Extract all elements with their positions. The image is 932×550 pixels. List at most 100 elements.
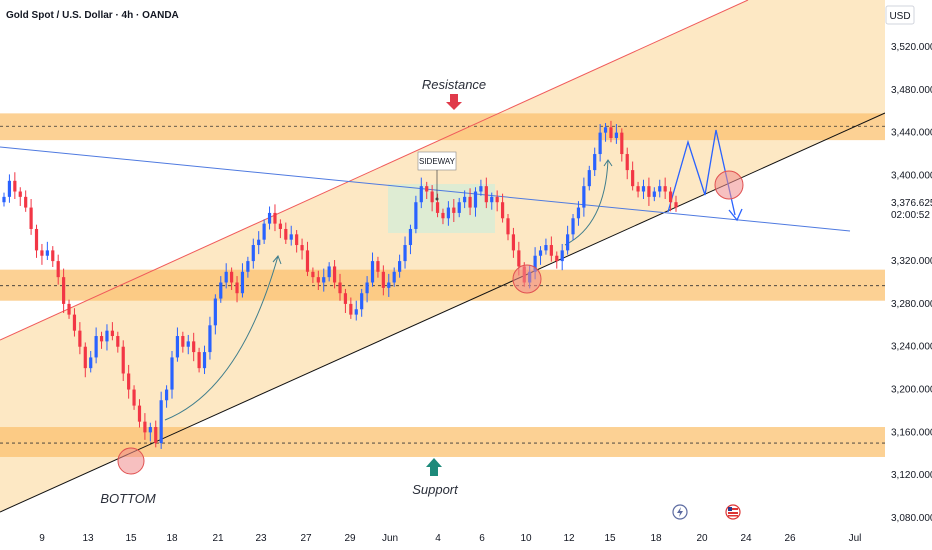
candle-body xyxy=(262,223,266,240)
target-circle xyxy=(714,170,744,200)
time-tick: 10 xyxy=(520,533,532,544)
candle-body xyxy=(582,186,586,208)
candle-body xyxy=(360,293,364,310)
price-tick: 3,160.000 xyxy=(891,427,932,438)
time-tick: 26 xyxy=(784,533,796,544)
upper-channel-line xyxy=(0,0,749,341)
sideway-box xyxy=(388,184,495,233)
candle-body xyxy=(560,250,564,262)
price-tick: 3,080.000 xyxy=(891,513,932,524)
candle-body xyxy=(668,191,673,203)
candle-body xyxy=(414,202,418,229)
last-price-tag xyxy=(886,196,932,222)
candle-body xyxy=(408,228,413,246)
price-tick: 3,200.000 xyxy=(891,385,932,396)
candle-body xyxy=(246,261,250,272)
candle-body xyxy=(121,346,125,374)
candle-body xyxy=(322,277,326,283)
candle-body xyxy=(295,234,299,246)
candle-body xyxy=(452,207,456,213)
candle-body xyxy=(555,255,559,262)
price-tick: 3,480.000 xyxy=(891,85,932,96)
candle-body xyxy=(403,245,407,262)
candle-body xyxy=(376,261,380,272)
candle-body xyxy=(430,191,434,203)
sideway-label: SIDEWAY xyxy=(419,157,456,166)
candle-body xyxy=(72,314,77,331)
candle-body xyxy=(365,282,369,294)
curve-arrow-1-head xyxy=(272,255,282,265)
price-axis[interactable]: USD 3,520.000 3,480.000 3,440.000 3,400.000… xyxy=(885,0,932,550)
candle-body xyxy=(674,202,678,208)
currency-badge[interactable] xyxy=(885,5,915,25)
time-tick: 6 xyxy=(479,533,485,544)
countdown: 02:00:52 xyxy=(891,210,930,221)
candle-body xyxy=(251,245,255,262)
resistance-zone xyxy=(0,113,885,141)
candle-body xyxy=(614,132,618,138)
time-tick: 15 xyxy=(125,533,137,544)
candle-body xyxy=(2,196,6,203)
candle-body xyxy=(186,341,190,347)
candle-layer xyxy=(2,120,678,449)
candle-body xyxy=(289,234,293,240)
candle-body xyxy=(538,250,543,256)
bottom-label: BOTTOM xyxy=(100,491,156,506)
chart-title: Gold Spot / U.S. Dollar · 4h · OANDA xyxy=(6,10,179,21)
candle-body xyxy=(490,196,494,203)
candle-body xyxy=(192,341,196,353)
candle-body xyxy=(446,207,450,219)
time-tick: 13 xyxy=(82,533,94,544)
mid-support-zone xyxy=(0,269,885,301)
candle-body xyxy=(479,186,483,192)
candle-body xyxy=(175,336,180,358)
candle-body xyxy=(473,191,478,208)
event-icon-flag-us[interactable] xyxy=(725,504,741,520)
candle-body xyxy=(224,271,228,283)
candle-body xyxy=(316,277,320,283)
candle-body xyxy=(533,255,537,272)
candle-body xyxy=(587,170,591,187)
candle-body xyxy=(56,261,60,278)
support-label: Support xyxy=(412,482,459,497)
candle-body xyxy=(598,132,602,155)
candle-body xyxy=(284,228,288,240)
candle-body xyxy=(143,421,147,433)
candle-body xyxy=(110,330,114,337)
candle-body xyxy=(257,239,261,246)
candle-body xyxy=(148,427,152,433)
price-tick: 3,240.000 xyxy=(891,342,932,353)
event-icon-flash[interactable] xyxy=(672,504,688,520)
time-axis[interactable]: 9 13 15 18 21 23 27 29 Jun 4 6 10 12 15 18 20 24 26 Jul xyxy=(0,527,885,550)
candle-body xyxy=(213,298,217,326)
time-tick: 21 xyxy=(212,533,224,544)
candle-body xyxy=(641,186,646,192)
candle-body xyxy=(658,186,662,192)
time-tick: 20 xyxy=(696,533,708,544)
candle-body xyxy=(116,336,120,347)
candle-body xyxy=(593,154,597,171)
candle-body xyxy=(425,186,429,192)
candle-body xyxy=(300,245,304,251)
candle-body xyxy=(327,266,331,278)
candle-body xyxy=(549,245,553,256)
candle-body xyxy=(381,271,385,288)
time-tick: 27 xyxy=(300,533,312,544)
descending-trendline xyxy=(0,146,851,232)
candle-body xyxy=(83,346,87,369)
last-price: 3,376.625 xyxy=(891,198,932,209)
price-tick: 3,520.000 xyxy=(891,42,932,53)
candle-body xyxy=(631,170,635,187)
candle-body xyxy=(435,202,440,213)
zone-layer xyxy=(0,113,885,457)
candle-body xyxy=(652,191,656,197)
candle-body xyxy=(89,357,93,369)
candle-body xyxy=(571,218,575,235)
candle-body xyxy=(219,282,223,299)
annotation-layer: Resistance Support BOTTOM SIDEWAY xyxy=(100,77,744,506)
candle-body xyxy=(24,196,28,208)
time-tick: 24 xyxy=(740,533,752,544)
resistance-label: Resistance xyxy=(422,77,486,92)
candle-body xyxy=(273,212,277,224)
